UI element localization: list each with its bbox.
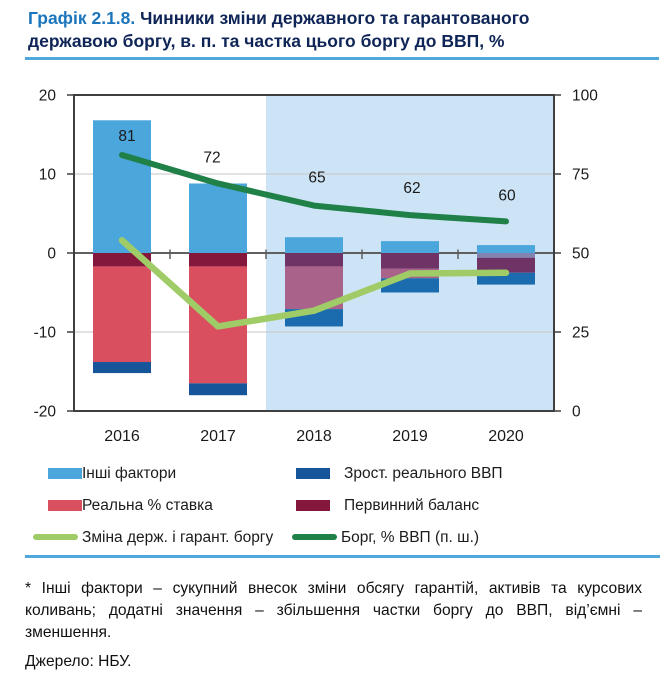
footnote-divider xyxy=(25,555,660,558)
legend-label-debt-change-line: Зміна держ. і гарант. боргу xyxy=(82,529,274,546)
bar-segment-primary_balance xyxy=(477,257,535,273)
bar-segment-real_rate xyxy=(93,266,151,363)
debt-gdp-data-label: 81 xyxy=(118,128,135,145)
left-axis-tick-label: 10 xyxy=(39,167,57,184)
right-axis-tick-label: 75 xyxy=(572,167,589,184)
legend-swatch-primary-balance xyxy=(296,500,330,511)
category-label: 2020 xyxy=(488,428,524,445)
bar-segment-real_gdp xyxy=(477,272,535,285)
bar-segment-others xyxy=(285,237,343,253)
legend-swatch-real-rate xyxy=(48,500,82,511)
debt_change-line xyxy=(118,237,510,330)
bar-segment-others xyxy=(189,183,247,253)
bar-segment-real_rate xyxy=(381,268,439,279)
left-axis-tick-label: 0 xyxy=(47,246,56,263)
bar-segment-real_rate xyxy=(477,253,535,258)
debt-gdp-data-label: 60 xyxy=(498,187,516,204)
category-label: 2018 xyxy=(296,428,332,445)
bar-segment-others xyxy=(477,245,535,253)
legend-label-primary-balance: Первинний баланс xyxy=(344,497,480,514)
debt-gdp-data-label: 65 xyxy=(308,170,325,187)
chart-title-line2: державою боргу, в. п. та частка цього бо… xyxy=(28,31,505,51)
forecast-region xyxy=(266,95,554,411)
legend-swatch-debt-gdp-line xyxy=(292,534,337,540)
bar-segment-primary_balance xyxy=(93,253,151,267)
legend-label-other-factors: Інші фактори xyxy=(82,465,177,482)
legend-label-real-rate: Реальна % ставка xyxy=(82,497,213,514)
chart-number: Графік 2.1.8. xyxy=(28,8,136,28)
bar-segment-real_gdp xyxy=(93,362,151,374)
bar-segment-real_rate xyxy=(285,266,343,310)
page-title: Графік 2.1.8. Чинники зміни державного т… xyxy=(28,7,643,53)
bar-segment-real_gdp xyxy=(285,309,343,327)
right-axis-tick-label: 50 xyxy=(572,246,590,263)
footnote: * Інші фактори – сукупний внесок зміни о… xyxy=(25,579,642,641)
right-axis-tick-label: 0 xyxy=(572,404,581,421)
legend-label-real-gdp: Зрост. реального ВВП xyxy=(344,465,503,482)
chart-title-line1: Чинники зміни державного та гарантованог… xyxy=(135,8,530,28)
legend-swatch-debt-change-line xyxy=(33,534,78,540)
left-axis-tick-label: 20 xyxy=(39,88,57,105)
bar-segment-primary_balance xyxy=(189,253,247,267)
debt_gdp-line xyxy=(119,152,509,225)
left-axis-tick-label: -10 xyxy=(34,325,57,342)
debt-gdp-data-label: 72 xyxy=(203,149,220,166)
title-divider xyxy=(25,57,659,60)
debt-gdp-data-label: 62 xyxy=(403,180,420,197)
legend-swatch-other-factors xyxy=(48,468,82,479)
legend-label-debt-gdp-line: Борг, % ВВП (п. ш.) xyxy=(341,529,480,546)
left-axis-tick-label: -20 xyxy=(34,404,57,421)
category-label: 2019 xyxy=(392,428,428,445)
right-axis-tick-label: 25 xyxy=(572,325,589,342)
bar-segment-primary_balance xyxy=(285,253,343,267)
bar-segment-real_rate xyxy=(189,266,247,384)
category-label: 2016 xyxy=(104,428,140,445)
legend-swatch-real-gdp xyxy=(296,468,330,479)
bar-segment-others xyxy=(381,241,439,253)
bar-segment-real_gdp xyxy=(189,383,247,396)
category-label: 2017 xyxy=(200,428,236,445)
plot-border xyxy=(73,94,555,412)
bar-segment-primary_balance xyxy=(381,253,439,269)
source-line: Джерело: НБУ. xyxy=(25,652,132,670)
right-axis-tick-label: 100 xyxy=(572,88,598,105)
bar-segment-real_gdp xyxy=(381,278,439,293)
bar-segment-others xyxy=(93,120,151,253)
